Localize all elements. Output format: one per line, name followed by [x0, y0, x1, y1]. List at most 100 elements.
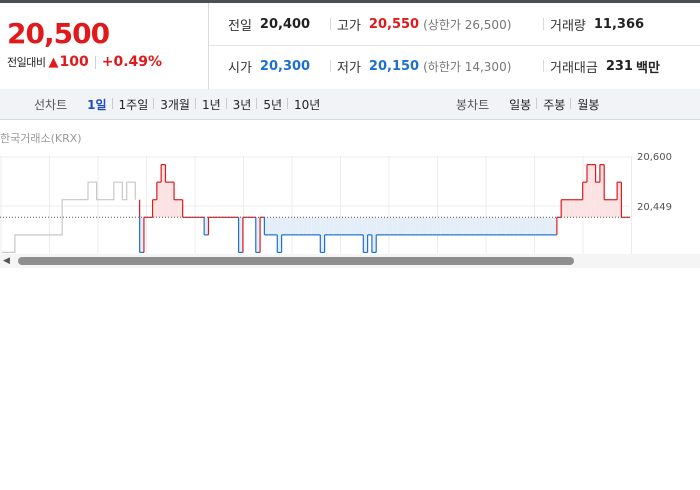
fill-segment: [341, 217, 347, 235]
candle-chart-label: 봉차트: [456, 97, 490, 112]
fill-segment: [479, 217, 484, 235]
chart-scrollbar[interactable]: ◀: [0, 254, 700, 268]
fill-segment: [449, 217, 454, 235]
fill-segment: [285, 217, 291, 235]
lower-limit: (하한가 14,300): [423, 59, 512, 74]
fill-segment: [371, 217, 377, 253]
fill-segment: [328, 217, 334, 235]
fill-segment: [333, 217, 338, 235]
tab-10y[interactable]: 10년: [287, 96, 326, 113]
quote-panel: 20,500 전일대비 ▲ 100 +0.49% 전일 20,400 고가 20…: [0, 3, 700, 90]
tab-daily[interactable]: 일봉: [509, 97, 532, 112]
fill-segment: [457, 217, 463, 235]
tab-1d[interactable]: 1일: [87, 97, 107, 112]
candle-chart-tabs: 봉차트 일봉 주봉 월봉: [456, 89, 605, 119]
fill-segment: [531, 217, 536, 235]
stat-label: 거래량: [550, 18, 586, 34]
fill-segment: [492, 217, 497, 235]
stat-label: 전일: [228, 18, 252, 34]
change-row: 전일대비 ▲ 100 +0.49%: [7, 54, 162, 70]
stat-value: 20,300: [259, 58, 311, 74]
stat-open: 시가 20,300: [228, 56, 310, 76]
fill-segment: [582, 182, 587, 218]
fill-segment: [165, 182, 170, 218]
chart-grid: [0, 156, 632, 268]
fill-segment: [311, 217, 316, 235]
fill-segment: [307, 217, 312, 235]
fill-segment: [604, 199, 609, 218]
fill-segment: [414, 217, 420, 235]
prev-day-line: [2, 181, 136, 253]
fill-segment: [565, 199, 570, 218]
y-tick-label: 20,449: [637, 202, 672, 213]
fill-segment: [169, 182, 175, 218]
tab-monthly[interactable]: 월봉: [570, 96, 605, 113]
change-percent: +0.49%: [101, 54, 163, 70]
fill-segment: [277, 217, 282, 253]
price-fill: [139, 164, 622, 253]
fill-segment: [406, 217, 411, 235]
fill-segment: [281, 217, 286, 235]
fill-segment: [294, 217, 299, 235]
chart-plot: 20,600 20,449: [0, 152, 672, 268]
fill-segment: [419, 217, 424, 235]
fill-segment: [432, 217, 437, 235]
divider: [543, 18, 544, 30]
stat-value: 20,150: [368, 58, 420, 74]
stat-low: 저가 20,150 (하한가 14,300): [337, 56, 511, 76]
stat-label: 시가: [228, 60, 252, 76]
fill-segment: [586, 164, 592, 218]
tab-3m[interactable]: 3개월: [153, 96, 196, 113]
price-series: [139, 163, 630, 254]
fill-segment: [410, 217, 415, 235]
fill-segment: [376, 217, 381, 235]
fill-segment: [316, 217, 321, 235]
scroll-thumb[interactable]: [18, 257, 574, 265]
fill-segment: [402, 217, 407, 235]
fill-segment: [569, 199, 575, 218]
upper-limit: (상한가 26,500): [423, 17, 512, 32]
fill-segment: [470, 217, 476, 235]
fill-segment: [178, 199, 183, 218]
stats-table: 전일 20,400 고가 20,550 (상한가 26,500) 거래량 11,…: [209, 3, 700, 89]
fill-segment: [599, 164, 605, 218]
tab-5y[interactable]: 5년: [256, 96, 288, 113]
up-triangle-icon: ▲: [48, 54, 59, 70]
fill-segment: [346, 217, 351, 235]
fill-segment: [488, 217, 493, 235]
tab-3y[interactable]: 3년: [225, 96, 258, 113]
fill-segment: [320, 217, 325, 253]
fill-segment: [337, 217, 342, 235]
change-divider: [94, 55, 96, 69]
stat-value: 231: [605, 58, 633, 74]
line-chart-label: 선차트: [34, 97, 68, 112]
fill-segment: [255, 217, 261, 253]
row-divider: [209, 45, 700, 46]
fill-segment: [509, 217, 514, 235]
fill-segment: [578, 199, 583, 218]
fill-segment: [440, 217, 446, 235]
stat-label: 고가: [337, 18, 361, 34]
fill-segment: [380, 217, 385, 235]
fill-segment: [238, 217, 243, 253]
fill-segment: [152, 199, 157, 218]
fill-segment: [548, 217, 553, 235]
stat-high: 고가 20,550 (상한가 26,500): [337, 14, 511, 34]
price-box: 20,500 전일대비 ▲ 100 +0.49%: [0, 3, 209, 89]
data-source: 한국거래소(KRX): [0, 132, 82, 145]
fill-segment: [539, 217, 544, 235]
fill-segment: [264, 217, 269, 235]
stat-label: 저가: [337, 60, 361, 76]
fill-segment: [535, 217, 540, 235]
tab-1w[interactable]: 1주일: [111, 96, 155, 113]
fill-segment: [561, 199, 566, 218]
tab-1y[interactable]: 1년: [194, 96, 227, 113]
tab-weekly[interactable]: 주봉: [536, 96, 571, 113]
fill-segment: [204, 217, 209, 235]
fill-segment: [350, 217, 355, 235]
intraday-chart: 한국거래소(KRX) 20,600 20,449 ◀: [0, 120, 700, 268]
fill-segment: [608, 199, 613, 218]
fill-segment: [475, 217, 480, 235]
scroll-left-icon[interactable]: ◀: [3, 256, 10, 266]
fill-segment: [595, 182, 600, 218]
